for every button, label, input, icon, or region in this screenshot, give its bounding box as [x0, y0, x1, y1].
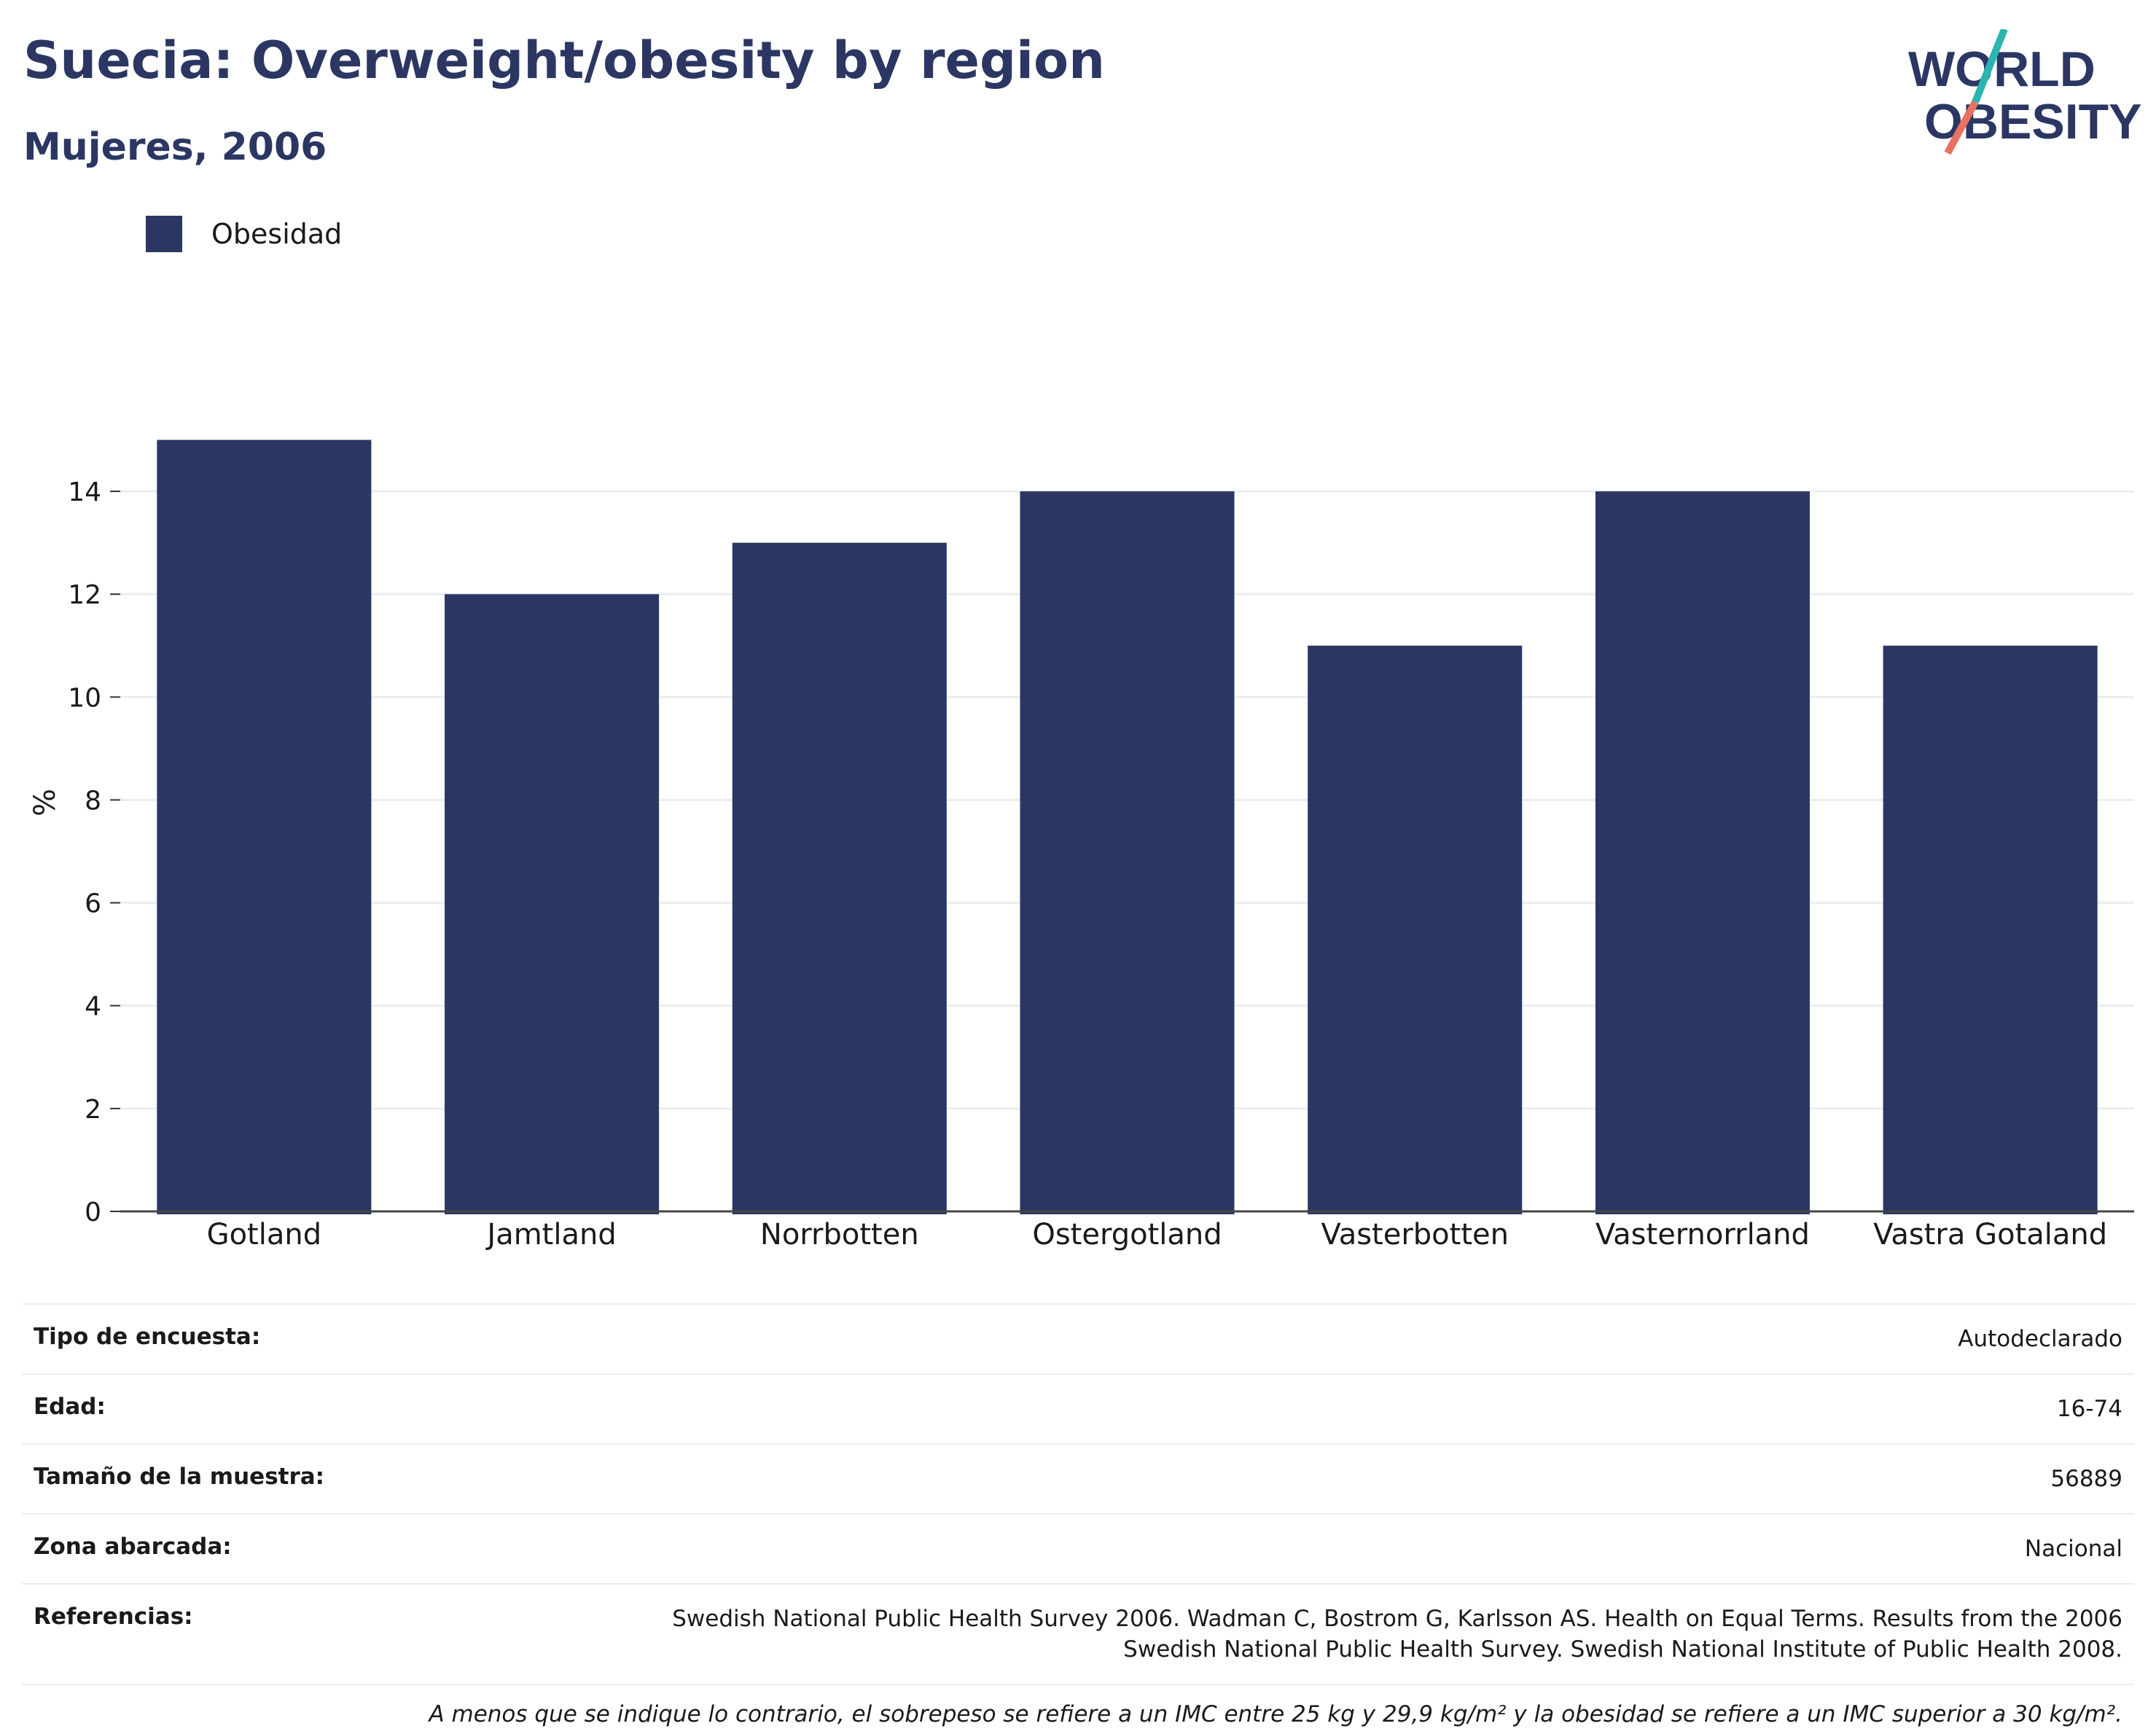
- chart-subtitle: Mujeres, 2006: [23, 125, 327, 169]
- info-value: 56889: [2050, 1466, 2122, 1492]
- bmi-definition-note: A menos que se indique lo contrario, el …: [22, 1684, 2134, 1734]
- legend-label-obesidad: Obesidad: [211, 218, 343, 250]
- info-key: Edad:: [34, 1394, 106, 1420]
- survey-info-table: Tipo de encuesta: Autodeclarado Edad: 16…: [22, 1303, 2134, 1734]
- y-axis-label: %: [28, 789, 62, 816]
- x-tick-label: Ostergotland: [1032, 1218, 1222, 1251]
- x-tick-label: Gotland: [207, 1218, 322, 1251]
- bar-vasterbotten: [1308, 645, 1523, 1214]
- bar-gotland: [157, 440, 372, 1214]
- info-row-sample-size: Tamaño de la muestra: 56889: [22, 1443, 2134, 1513]
- info-value: 16-74: [2056, 1396, 2122, 1422]
- x-tick-label: Vasterbotten: [1321, 1218, 1509, 1251]
- bar-chart: 0 2 4 6 8 10 12 14% Gotland Jamtland Norrbotten Ost…: [28, 440, 2134, 1251]
- info-key: Tipo de encuesta:: [34, 1324, 261, 1350]
- info-value: Nacional: [2024, 1536, 2122, 1562]
- info-row-coverage: Zona abarcada: Nacional: [22, 1513, 2134, 1583]
- info-row-survey-type: Tipo de encuesta: Autodeclarado: [22, 1303, 2134, 1373]
- y-tick-label: 12: [68, 580, 101, 610]
- info-key: Zona abarcada:: [34, 1534, 232, 1560]
- y-tick-label: 6: [85, 889, 101, 919]
- y-tick-label: 10: [68, 683, 101, 713]
- bar-norrbotten: [732, 542, 947, 1214]
- y-tick-label: 2: [85, 1095, 101, 1125]
- legend-swatch-obesidad: [146, 216, 182, 252]
- x-tick-label: Vasternorrland: [1595, 1218, 1810, 1251]
- chart-title: Suecia: Overweight/obesity by region: [23, 31, 1105, 90]
- logo-slash-top: [1972, 29, 2008, 104]
- x-tick-label: Jamtland: [485, 1218, 616, 1251]
- info-row-references: Referencias: Swedish National Public Hea…: [22, 1583, 2134, 1684]
- bar-ostergotland: [1020, 491, 1235, 1214]
- x-tick-label: Norrbotten: [760, 1218, 919, 1251]
- y-tick-label: 0: [85, 1198, 101, 1227]
- bar-vastra-gotaland: [1883, 645, 2098, 1214]
- chart-legend: Obesidad: [146, 216, 342, 252]
- info-value: Swedish National Public Health Survey 20…: [672, 1606, 2122, 1663]
- y-tick-label: 14: [68, 477, 101, 507]
- info-value: Autodeclarado: [1958, 1326, 2122, 1352]
- world-obesity-logo: WORLD OBESITY: [1908, 29, 2142, 155]
- x-tick-label: Vastra Gotaland: [1873, 1218, 2107, 1251]
- logo-word-world: WORLD: [1908, 42, 2096, 97]
- y-tick-label: 4: [85, 992, 101, 1022]
- bar-jamtland: [445, 594, 660, 1214]
- logo-slash-bottom: [1944, 100, 1979, 155]
- info-key: Referencias:: [34, 1604, 193, 1630]
- info-key: Tamaño de la muestra:: [34, 1464, 325, 1490]
- y-tick-label: 8: [85, 786, 101, 816]
- bar-vasternorrland: [1595, 491, 1810, 1214]
- info-row-age: Edad: 16-74: [22, 1373, 2134, 1443]
